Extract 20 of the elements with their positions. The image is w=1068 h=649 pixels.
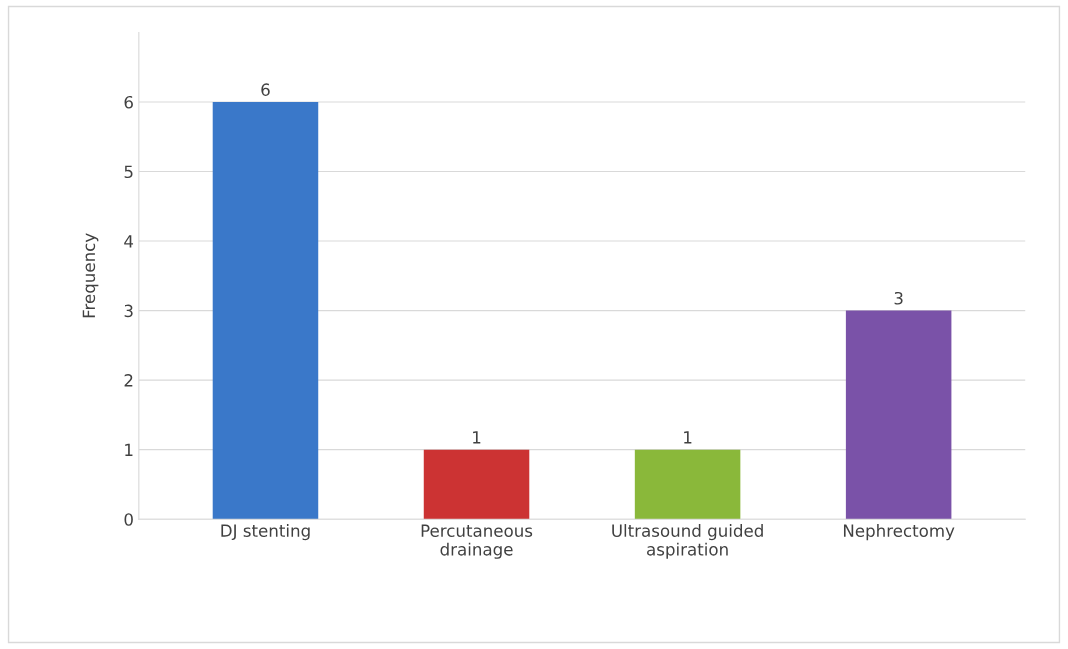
bar <box>845 310 952 520</box>
y-tick-label: 0 <box>124 513 133 526</box>
y-tick-label: 1 <box>125 443 133 456</box>
data-label: 1 <box>473 431 481 444</box>
y-axis-title: Frequency <box>82 233 99 318</box>
y-tick-label: 4 <box>124 235 134 248</box>
y-tick-label: 2 <box>124 374 133 387</box>
data-label: 1 <box>684 431 692 444</box>
data-label: 6 <box>261 83 270 96</box>
bar <box>423 449 530 520</box>
data-label: 3 <box>894 291 903 305</box>
y-tick-label: 3 <box>124 304 133 318</box>
x-tick-label: Nephrectomy <box>843 524 955 541</box>
bar <box>634 449 741 520</box>
y-tick-label: 6 <box>124 95 133 109</box>
bar <box>212 101 319 520</box>
y-tick-label: 5 <box>124 165 133 179</box>
x-tick-label: Percutaneous drainage <box>421 524 533 559</box>
x-tick-label: Ultrasound guided aspiration <box>612 524 763 559</box>
x-tick-label: DJ stenting <box>221 524 310 541</box>
